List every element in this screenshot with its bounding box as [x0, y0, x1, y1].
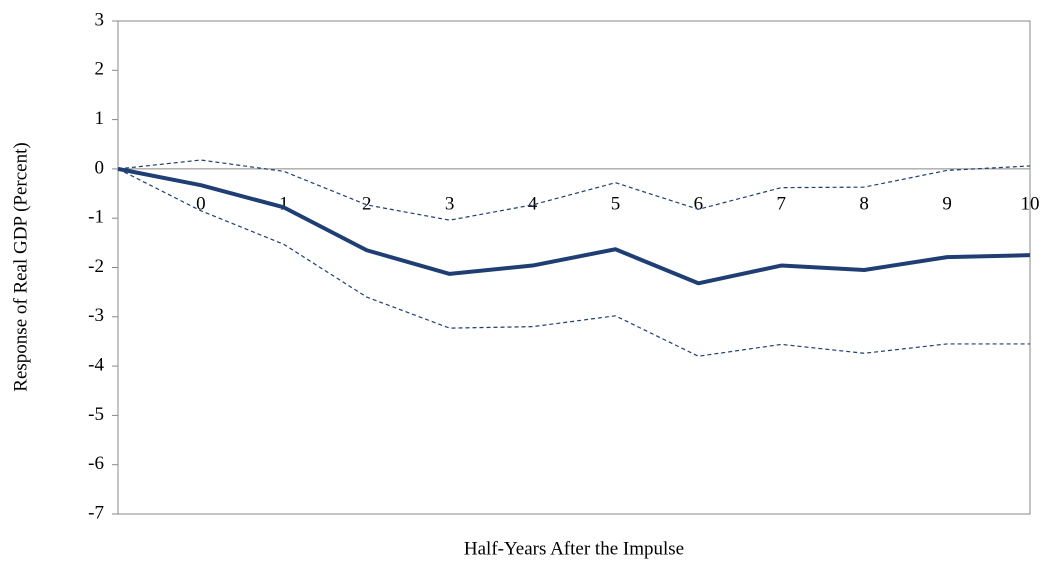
- y-tick-label: 0: [95, 157, 105, 178]
- y-tick-label: -5: [88, 404, 104, 425]
- response-line: [117, 166, 1031, 286]
- x-tick-label: 0: [196, 193, 206, 214]
- x-tick-label: 2: [362, 193, 372, 214]
- band-line: [117, 168, 1030, 357]
- y-tick-label: -6: [88, 453, 104, 474]
- y-tick-label: 2: [95, 59, 105, 80]
- y-tick-label: -1: [88, 207, 104, 228]
- x-tick-label: 3: [445, 193, 455, 214]
- x-tick-label: 7: [777, 193, 787, 214]
- x-tick-label: 1: [279, 193, 289, 214]
- y-tick-label: -7: [88, 502, 104, 523]
- x-tick-label: 10: [1021, 193, 1040, 214]
- x-tick-label: 8: [859, 193, 869, 214]
- y-axis-title: Response of Real GDP (Percent): [10, 142, 31, 391]
- y-tick-label: 3: [95, 9, 105, 30]
- y-tick-label: 1: [95, 108, 105, 129]
- y-tick-label: -4: [88, 354, 104, 375]
- x-tick-label: 5: [611, 193, 621, 214]
- band-line: [117, 159, 1031, 221]
- x-axis-title: Half-Years After the Impulse: [464, 538, 684, 559]
- y-tick-label: -2: [88, 256, 104, 277]
- x-tick-label: 6: [694, 193, 704, 214]
- y-tick-label: -3: [88, 305, 104, 326]
- x-tick-label: 4: [528, 193, 538, 214]
- x-tick-label: 9: [942, 193, 952, 214]
